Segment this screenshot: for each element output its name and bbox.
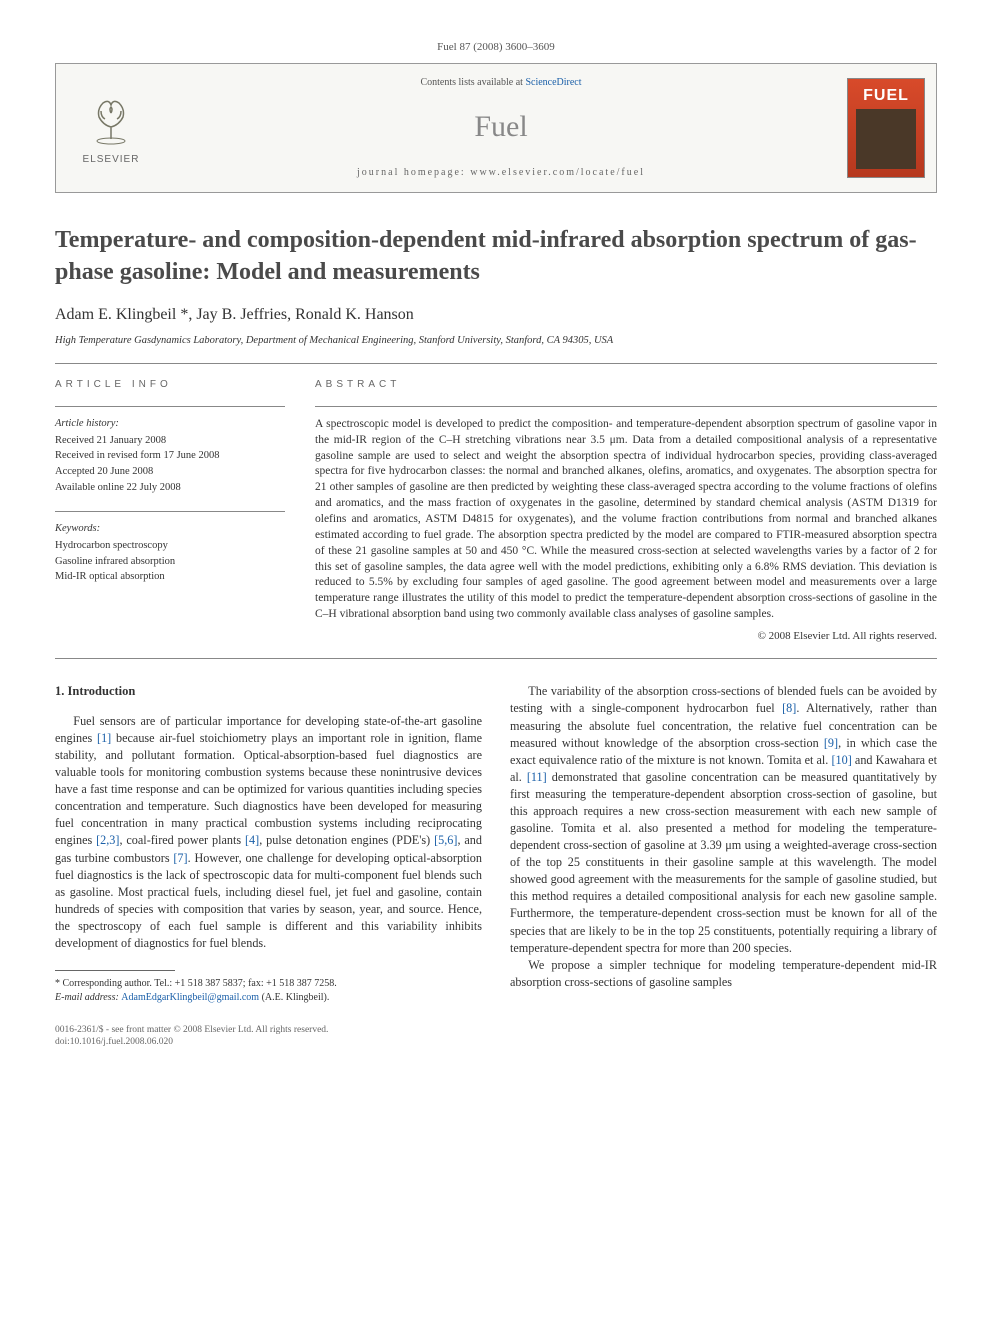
text-run: . However, one challenge for developing …	[55, 851, 482, 950]
article-info-column: ARTICLE INFO Article history: Received 2…	[55, 378, 285, 645]
contents-prefix: Contents lists available at	[420, 77, 525, 88]
abstract-label: ABSTRACT	[315, 378, 937, 392]
journal-homepage: journal homepage: www.elsevier.com/locat…	[357, 166, 645, 180]
citation-link[interactable]: [4]	[245, 833, 259, 847]
abstract-copyright: © 2008 Elsevier Ltd. All rights reserved…	[315, 629, 937, 644]
body-paragraph: Fuel sensors are of particular importanc…	[55, 713, 482, 952]
cover-thumb-block: FUEL	[836, 64, 936, 192]
keyword: Hydrocarbon spectroscopy	[55, 539, 285, 554]
divider	[315, 406, 937, 407]
body-columns: 1. Introduction Fuel sensors are of part…	[55, 683, 937, 1004]
front-matter-line: 0016-2361/$ - see front matter © 2008 El…	[55, 1024, 937, 1036]
section-heading-intro: 1. Introduction	[55, 683, 482, 701]
info-abstract-row: ARTICLE INFO Article history: Received 2…	[55, 378, 937, 645]
body-column-left: 1. Introduction Fuel sensors are of part…	[55, 683, 482, 1004]
keywords-block: Keywords: Hydrocarbon spectroscopy Gasol…	[55, 522, 285, 585]
citation-link[interactable]: [9]	[824, 736, 838, 750]
body-paragraph: The variability of the absorption cross-…	[510, 683, 937, 956]
text-run: , coal-fired power plants	[119, 833, 245, 847]
publisher-name: ELSEVIER	[83, 153, 140, 167]
journal-cover-thumb: FUEL	[847, 78, 925, 178]
text-run: , pulse detonation engines (PDE's)	[259, 833, 434, 847]
homepage-url[interactable]: www.elsevier.com/locate/fuel	[470, 167, 645, 178]
citation-link[interactable]: [8]	[782, 701, 796, 715]
keyword: Mid-IR optical absorption	[55, 570, 285, 585]
citation-link[interactable]: [7]	[173, 851, 187, 865]
elsevier-tree-icon	[81, 89, 141, 149]
publisher-logo-block: ELSEVIER	[56, 64, 166, 192]
abstract-column: ABSTRACT A spectroscopic model is develo…	[315, 378, 937, 645]
divider	[55, 658, 937, 659]
body-paragraph: We propose a simpler technique for model…	[510, 957, 937, 991]
citation-link[interactable]: [1]	[97, 731, 111, 745]
running-header: Fuel 87 (2008) 3600–3609	[55, 40, 937, 55]
citation-link[interactable]: [11]	[527, 770, 547, 784]
cover-title: FUEL	[848, 85, 924, 107]
divider	[55, 406, 285, 407]
body-column-right: The variability of the absorption cross-…	[510, 683, 937, 1004]
sciencedirect-link[interactable]: ScienceDirect	[525, 77, 581, 88]
page-footer: 0016-2361/$ - see front matter © 2008 El…	[55, 1024, 937, 1049]
text-run: demonstrated that gasoline concentration…	[510, 770, 937, 955]
divider	[55, 511, 285, 512]
corresponding-footnote: * Corresponding author. Tel.: +1 518 387…	[55, 977, 482, 1004]
author-list: Adam E. Klingbeil *, Jay B. Jeffries, Ro…	[55, 304, 937, 326]
footnote-email-line: E-mail address: AdamEdgarKlingbeil@gmail…	[55, 991, 482, 1005]
email-link[interactable]: AdamEdgarKlingbeil@gmail.com	[121, 992, 259, 1003]
citation-link[interactable]: [10]	[831, 753, 851, 767]
citation-link[interactable]: [2,3]	[96, 833, 119, 847]
history-title: Article history:	[55, 417, 285, 432]
divider	[55, 363, 937, 364]
email-suffix: (A.E. Klingbeil).	[259, 992, 329, 1003]
email-label: E-mail address:	[55, 992, 121, 1003]
history-line: Available online 22 July 2008	[55, 481, 285, 496]
contents-available: Contents lists available at ScienceDirec…	[420, 76, 581, 90]
history-line: Received 21 January 2008	[55, 434, 285, 449]
journal-masthead: ELSEVIER Contents lists available at Sci…	[55, 63, 937, 193]
doi-line: doi:10.1016/j.fuel.2008.06.020	[55, 1036, 937, 1048]
affiliation: High Temperature Gasdynamics Laboratory,…	[55, 334, 937, 349]
text-run: because air-fuel stoichiometry plays an …	[55, 731, 482, 847]
footnote-corr: * Corresponding author. Tel.: +1 518 387…	[55, 977, 482, 991]
article-info-label: ARTICLE INFO	[55, 378, 285, 392]
history-line: Accepted 20 June 2008	[55, 465, 285, 480]
keyword: Gasoline infrared absorption	[55, 555, 285, 570]
homepage-label: journal homepage:	[357, 167, 470, 178]
journal-name: Fuel	[474, 106, 527, 148]
masthead-center: Contents lists available at ScienceDirec…	[166, 64, 836, 192]
history-line: Received in revised form 17 June 2008	[55, 449, 285, 464]
article-title: Temperature- and composition-dependent m…	[55, 225, 937, 287]
citation-link[interactable]: [5,6]	[434, 833, 457, 847]
abstract-text: A spectroscopic model is developed to pr…	[315, 417, 937, 623]
keywords-title: Keywords:	[55, 522, 285, 537]
article-history-block: Article history: Received 21 January 200…	[55, 417, 285, 495]
cover-image-placeholder	[856, 109, 916, 169]
footnote-separator	[55, 970, 175, 971]
